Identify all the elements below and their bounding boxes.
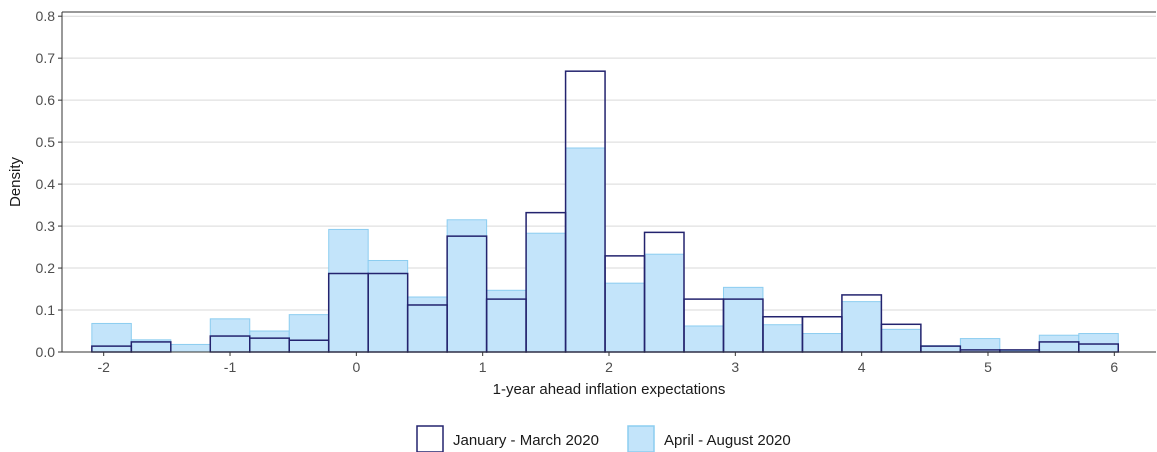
x-tick-label: 3 xyxy=(731,359,739,375)
legend-label: April - August 2020 xyxy=(664,432,791,449)
y-tick-label: 0.2 xyxy=(36,260,56,276)
x-tick-label: 5 xyxy=(984,359,992,375)
x-tick-label: 0 xyxy=(352,359,360,375)
bar-april-august xyxy=(880,328,922,353)
bar-april-august xyxy=(367,259,409,353)
y-axis-title: Density xyxy=(7,156,24,207)
legend-label: January - March 2020 xyxy=(453,432,599,449)
y-tick-label: 0.7 xyxy=(36,50,56,66)
bar-april-august xyxy=(1038,334,1080,353)
x-tick-label: 1 xyxy=(479,359,487,375)
bar-april-august xyxy=(762,324,803,353)
y-tick-label: 0.5 xyxy=(36,134,56,150)
series-january-march-bars xyxy=(91,70,1120,353)
bar-april-august xyxy=(683,325,724,353)
y-tick-label: 0.0 xyxy=(36,344,56,360)
tick-labels: 0.0 0.1 0.2 0.3 0.4 0.5 0.6 0.7 0.8 -2 -1 0 1 2 3 4 5 6 xyxy=(36,8,1119,375)
x-tick-label: 2 xyxy=(605,359,613,375)
bar-april-august xyxy=(328,228,369,353)
y-tick-label: 0.4 xyxy=(36,176,56,192)
bar-april-august xyxy=(565,147,606,353)
x-tick-label: 6 xyxy=(1110,359,1118,375)
x-axis-title: 1-year ahead inflation expectations xyxy=(493,381,726,398)
y-tick-label: 0.3 xyxy=(36,218,56,234)
bar-april-august xyxy=(91,322,132,353)
bar-april-august xyxy=(644,253,685,353)
legend: January - March 2020 April - August 2020 xyxy=(416,425,791,452)
series-april-august-bars xyxy=(91,147,1119,353)
legend-key xyxy=(627,425,655,452)
bar-april-august xyxy=(446,219,488,353)
gridlines xyxy=(62,15,1156,353)
bar-april-august xyxy=(170,343,211,353)
bar-april-august xyxy=(1078,333,1119,353)
y-tick-label: 0.8 xyxy=(36,8,56,24)
bar-april-august xyxy=(801,333,843,353)
x-tick-label: 4 xyxy=(858,359,866,375)
x-tick-label: -2 xyxy=(97,359,110,375)
bar-april-august xyxy=(288,314,330,353)
y-tick-label: 0.1 xyxy=(36,302,56,318)
bar-april-august xyxy=(407,296,448,353)
legend-key xyxy=(416,425,444,452)
bar-april-august xyxy=(525,232,567,353)
bar-april-august xyxy=(841,301,882,353)
x-tick-label: -1 xyxy=(224,359,237,375)
bar-april-august xyxy=(249,330,290,353)
bar-april-august xyxy=(604,282,646,353)
y-tick-label: 0.6 xyxy=(36,92,56,108)
bar-april-august xyxy=(722,286,764,353)
